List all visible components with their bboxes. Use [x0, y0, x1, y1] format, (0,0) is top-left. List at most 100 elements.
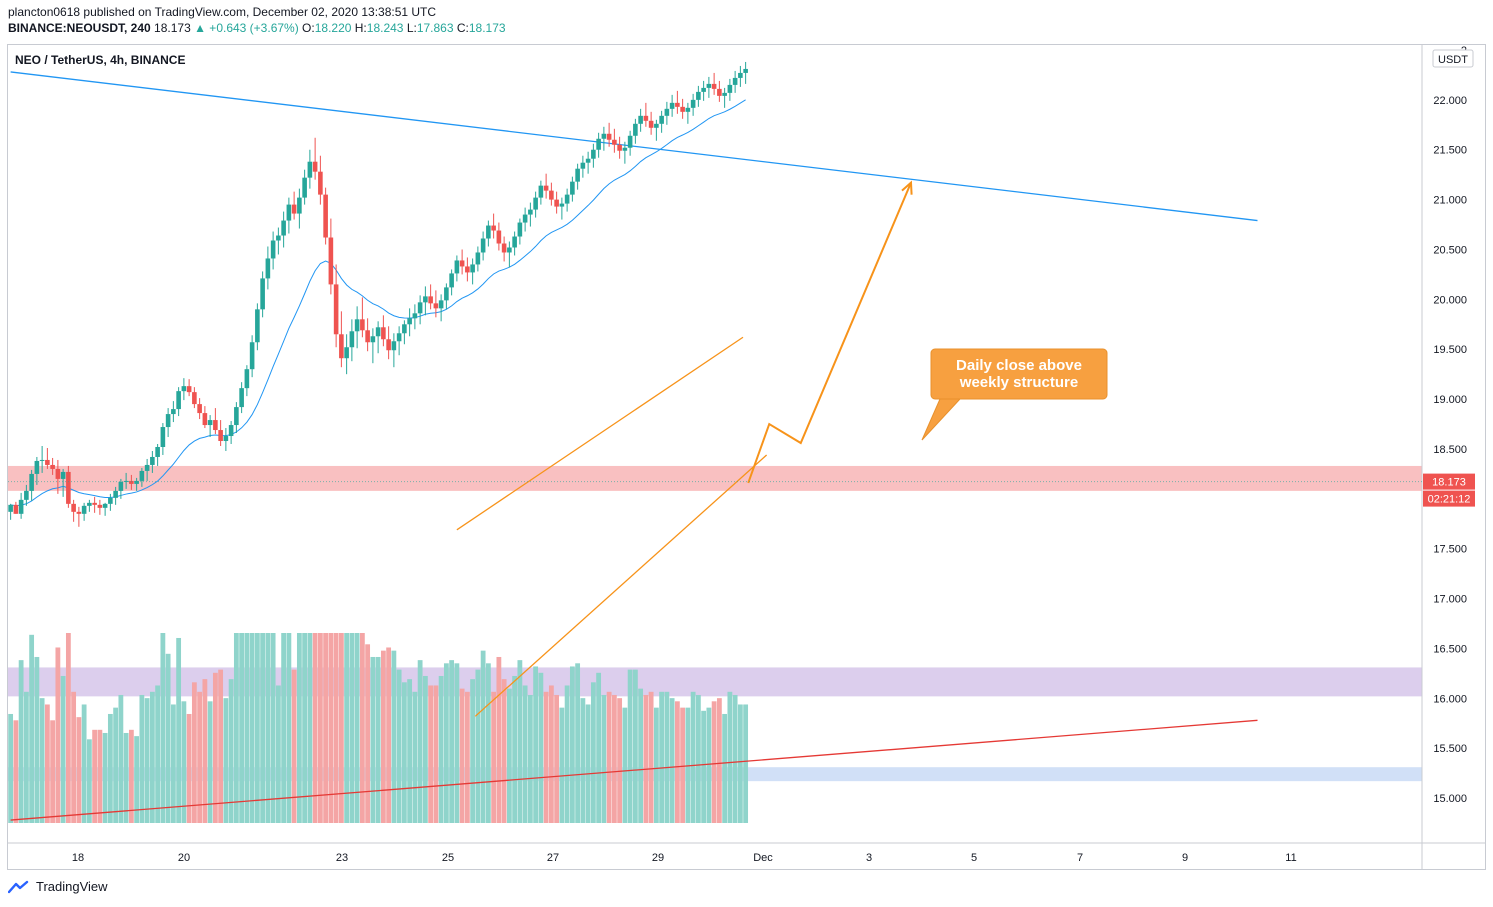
candle-body: [81, 505, 87, 514]
volume-bar: [228, 679, 234, 823]
candle-body: [601, 133, 607, 139]
candle-body: [633, 123, 638, 136]
candle-body: [365, 330, 370, 343]
volume-bar: [86, 739, 92, 823]
x-tick-label: 5: [971, 852, 977, 864]
candle-body: [486, 225, 491, 239]
candle-body: [234, 407, 239, 426]
volume-bar: [92, 729, 98, 823]
candle-body: [480, 238, 486, 253]
candle-body: [696, 91, 701, 100]
candle-body: [228, 425, 234, 437]
candle-body: [360, 319, 365, 331]
x-tick-label: 23: [336, 852, 348, 864]
y-tick-label: 18.500: [1433, 444, 1467, 456]
x-tick-label: 20: [178, 852, 190, 864]
volume-bar: [601, 694, 607, 823]
projection-arrowhead: [901, 180, 913, 195]
candle-body: [570, 181, 575, 195]
open-label: O:: [302, 21, 315, 35]
candle-body: [564, 194, 570, 204]
symbol-line: BINANCE:NEOUSDT, 240 18.173 ▲ +0.643 (+3…: [8, 20, 506, 36]
volume-bar: [659, 691, 665, 823]
volume-bar: [680, 707, 686, 823]
volume-bar: [559, 707, 565, 823]
volume-bar: [653, 707, 659, 823]
candle-body: [407, 318, 412, 325]
candle-body: [18, 499, 24, 514]
candle-body: [50, 464, 55, 469]
volume-bar: [317, 633, 323, 823]
high-value: 18.243: [366, 21, 404, 35]
currency-label: USDT: [1438, 54, 1468, 66]
volume-bar: [286, 633, 292, 823]
y-tick-label: 15.000: [1433, 793, 1467, 805]
volume-bar: [23, 691, 29, 823]
volume-bar: [170, 704, 176, 823]
countdown-label: 02:21:12: [1428, 494, 1471, 506]
volume-bar: [527, 694, 533, 823]
volume-bar: [501, 679, 507, 823]
y-tick-label: 20.500: [1433, 244, 1467, 256]
candle-body: [501, 243, 507, 253]
candle-body: [627, 135, 633, 148]
candle-body: [192, 392, 197, 405]
candle-body: [297, 197, 302, 214]
volume-bar: [627, 669, 633, 823]
candle-body: [648, 120, 654, 128]
candle-body: [307, 161, 313, 178]
annotation-box: [930, 348, 1108, 400]
candle-body: [738, 72, 743, 78]
volume-bar: [134, 736, 140, 823]
volume-bar: [312, 633, 318, 823]
candle-body: [76, 511, 82, 514]
y-tick-label: 19.500: [1433, 344, 1467, 356]
candle-body: [265, 258, 271, 279]
candle-body: [339, 334, 344, 359]
candle-body: [344, 347, 349, 359]
candle-body: [643, 115, 649, 121]
volume-bar: [533, 666, 539, 823]
chart-frame: [7, 44, 1486, 870]
candle-body: [202, 413, 208, 426]
candle-body: [123, 480, 129, 482]
trendline-channel-bottom: [474, 454, 768, 717]
volume-bar: [81, 704, 87, 823]
volume-bar: [328, 633, 334, 823]
candle-body: [66, 471, 71, 504]
volume-bar: [690, 691, 696, 823]
volume-bar: [60, 675, 66, 823]
candle-body: [533, 197, 538, 210]
candle-body: [13, 504, 19, 514]
volume-bar: [727, 691, 733, 823]
candle-body: [92, 502, 97, 505]
candle-body: [549, 190, 554, 200]
last-price: 18.173: [154, 21, 191, 35]
candle-body: [386, 339, 391, 351]
volume-bar: [281, 633, 287, 823]
candle-body: [354, 319, 360, 332]
y-tick-label: 19.000: [1433, 394, 1467, 406]
candle-body: [129, 480, 134, 484]
volume-bar: [197, 691, 203, 823]
candle-body: [87, 502, 92, 506]
volume-bar: [506, 688, 512, 823]
volume-bar: [674, 701, 680, 823]
volume-bar: [743, 704, 749, 823]
volume-bar: [181, 701, 187, 823]
candle-body: [60, 471, 66, 479]
tradingview-footer[interactable]: TradingView: [8, 879, 108, 894]
candle-body: [381, 327, 386, 340]
candle-body: [396, 333, 402, 342]
candle-body: [438, 300, 444, 309]
volume-bar: [590, 682, 596, 823]
volume-bar: [65, 633, 71, 823]
candle-body: [612, 139, 617, 145]
candle-body: [108, 497, 113, 504]
volume-bar: [606, 691, 612, 823]
y-tick-label: 17.000: [1433, 594, 1467, 606]
volume-bar: [244, 633, 250, 823]
volume-bar: [202, 679, 208, 823]
trendline-projection: [747, 182, 912, 484]
